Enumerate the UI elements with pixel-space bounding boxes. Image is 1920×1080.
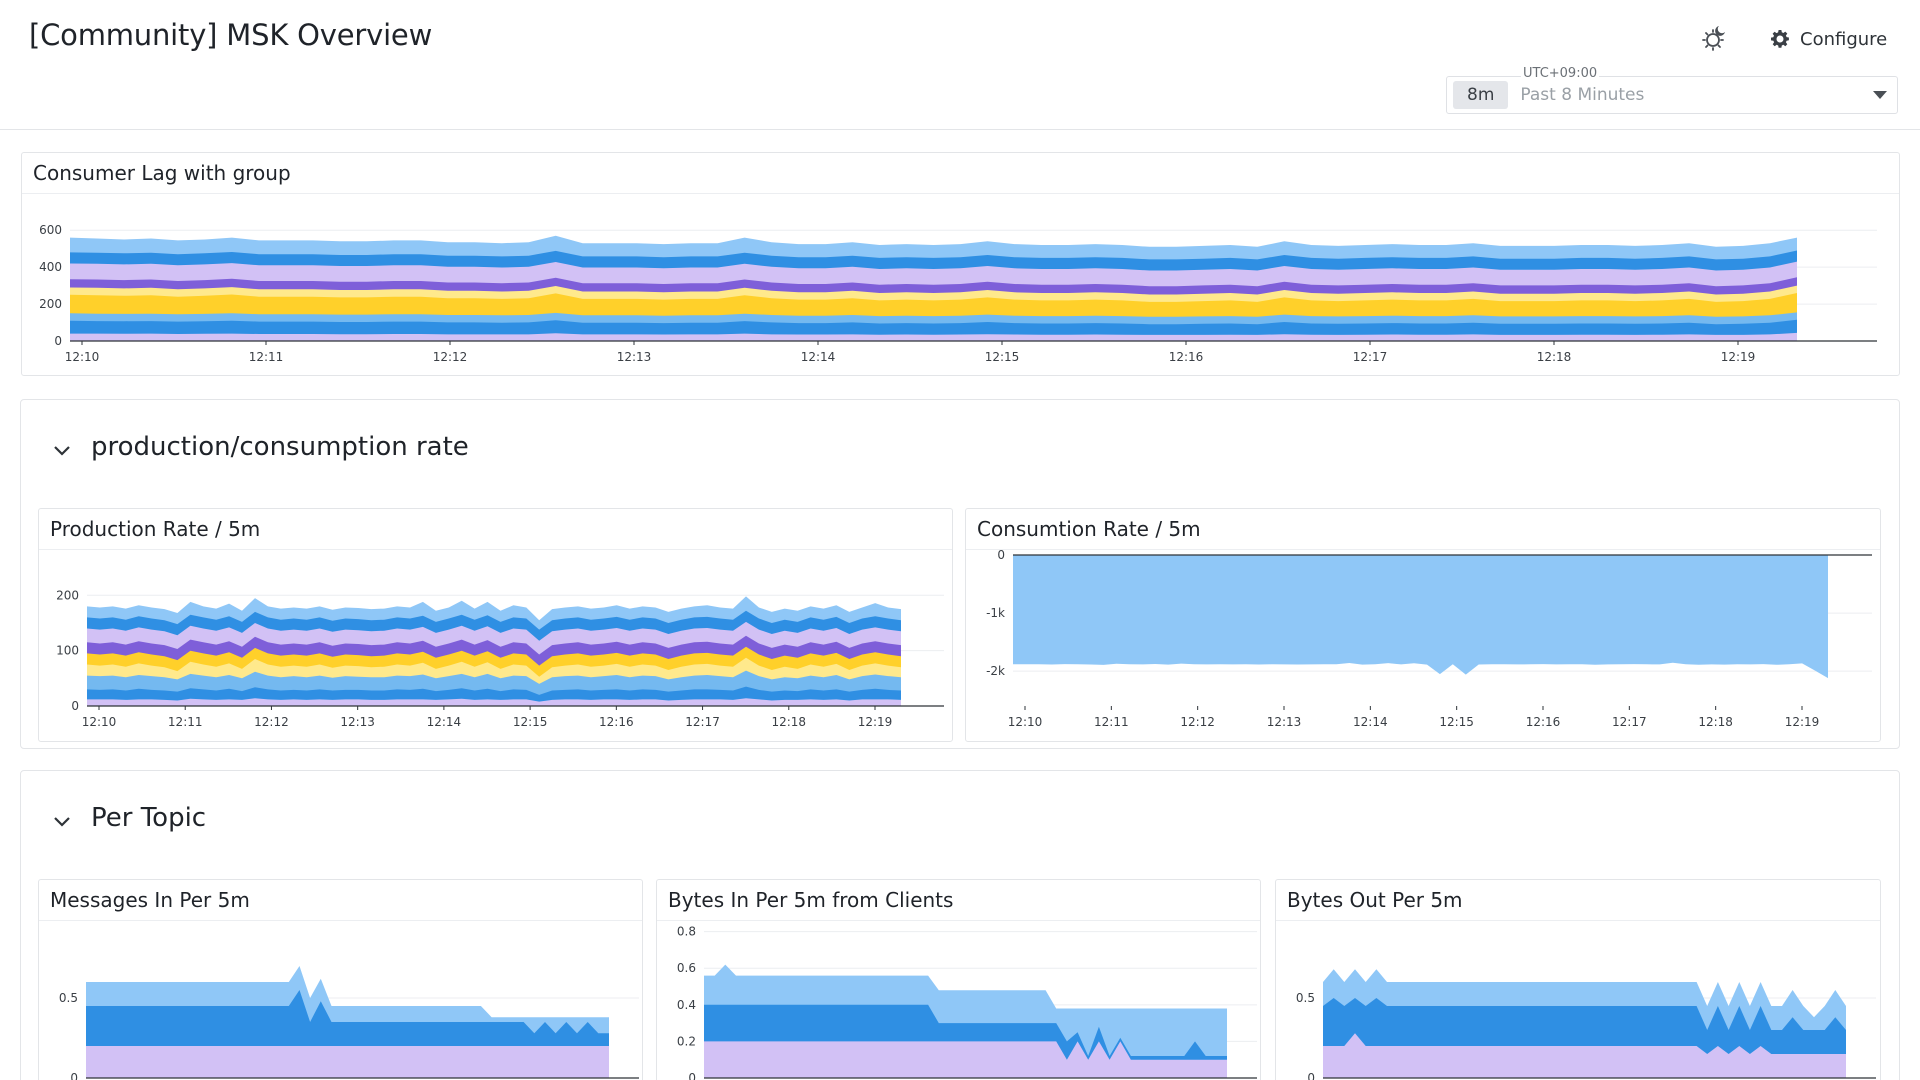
messages-in-chart: 00.5: [59, 966, 639, 1080]
consumption-rate-widget: Consumtion Rate / 5m 0 -1k -2k 12:10 12:11 12…: [965, 508, 1881, 742]
y-tick-label: 0: [70, 1071, 78, 1080]
x-tick-label: 12:16: [1169, 350, 1204, 364]
consumer-lag-widget: Consumer Lag with group 0 200 400 600 12:10 1…: [21, 152, 1900, 376]
x-tick-label: 12:11: [249, 350, 284, 364]
group-per-topic: Per Topic Messages In Per 5m 0 0.5 Bytes …: [20, 770, 1900, 1080]
y-tick-label: 0.2: [677, 1034, 696, 1048]
chevron-down-icon[interactable]: [51, 440, 73, 462]
dashboard-header: [Community] MSK Overview Configure 8m Pa…: [0, 0, 1920, 130]
x-tick-label: 12:16: [599, 715, 634, 729]
y-tick-label: 0.5: [59, 991, 78, 1005]
x-tick-label: 12:14: [427, 715, 462, 729]
x-tick-label: 12:10: [82, 715, 117, 729]
y-tick-label: 600: [39, 223, 62, 237]
y-tick-label: 100: [56, 644, 79, 658]
area-series-2: [86, 1046, 609, 1078]
x-tick-label: 12:16: [1526, 715, 1561, 729]
x-tick-label: 12:17: [1612, 715, 1647, 729]
configure-label: Configure: [1800, 28, 1888, 50]
consumption-rate-chart: 0 -1k -2k 12:10 12:11 12:12 12:13 12:14 12:15 12:…: [986, 548, 1872, 729]
area-series-2: [1323, 1033, 1846, 1078]
y-tick-label: -2k: [986, 664, 1005, 678]
x-tick-label: 12:14: [1353, 715, 1388, 729]
x-tick-label: 12:13: [617, 350, 652, 364]
y-tick-label: 0.8: [677, 925, 696, 939]
y-tick-label: 0.5: [1296, 991, 1315, 1005]
x-tick-label: 12:15: [513, 715, 548, 729]
y-tick-label: 0.4: [677, 998, 696, 1012]
bytes-out-widget: Bytes Out Per 5m 0 0.5: [1275, 879, 1881, 1080]
y-tick-label: 0: [54, 334, 62, 348]
x-tick-label: 12:19: [1785, 715, 1820, 729]
area-series-7: [1013, 555, 1828, 679]
x-tick-label: 12:18: [771, 715, 806, 729]
x-tick-label: 12:18: [1698, 715, 1733, 729]
y-tick-label: -1k: [986, 606, 1005, 620]
widget-title: Consumer Lag with group: [33, 161, 291, 185]
messages-in-widget: Messages In Per 5m 0 0.5: [38, 879, 643, 1080]
bytes-in-chart: 0 0.2 0.4 0.6 0.8: [677, 925, 1257, 1080]
area-series-8: [70, 332, 1797, 341]
x-tick-label: 12:12: [1180, 715, 1215, 729]
widget-title: Consumtion Rate / 5m: [977, 517, 1201, 541]
time-range-picker[interactable]: 8m Past 8 Minutes: [1446, 76, 1898, 114]
time-range-text: Past 8 Minutes: [1520, 85, 1645, 105]
theme-toggle-button[interactable]: [1696, 20, 1732, 56]
widget-title: Messages In Per 5m: [50, 888, 250, 912]
page-title: [Community] MSK Overview: [29, 18, 433, 52]
y-tick-label: 400: [39, 260, 62, 274]
y-tick-label: 200: [39, 297, 62, 311]
x-tick-label: 12:10: [1008, 715, 1043, 729]
duration-badge: 8m: [1453, 81, 1509, 109]
chevron-down-icon[interactable]: [51, 811, 73, 833]
widget-title: Bytes In Per 5m from Clients: [668, 888, 954, 912]
x-tick-label: 12:12: [433, 350, 468, 364]
y-tick-label: 0: [71, 699, 79, 713]
widget-title: Production Rate / 5m: [50, 517, 261, 541]
x-tick-label: 12:12: [254, 715, 289, 729]
x-tick-label: 12:15: [985, 350, 1020, 364]
widget-title: Bytes Out Per 5m: [1287, 888, 1463, 912]
y-tick-label: 0.6: [677, 961, 696, 975]
gear-icon: [1771, 30, 1789, 48]
production-rate-chart: 0 100 200 12:10 12:11 12:12 12:13 12:14 12:15 12:…: [56, 588, 944, 729]
x-tick-label: 12:17: [1353, 350, 1388, 364]
x-tick-label: 12:17: [685, 715, 720, 729]
x-tick-label: 12:19: [1721, 350, 1756, 364]
x-tick-label: 12:14: [801, 350, 836, 364]
production-rate-widget: Production Rate / 5m 0 100 200 12:10 12:11 12…: [38, 508, 953, 742]
y-tick-label: 0: [688, 1071, 696, 1080]
bytes-in-widget: Bytes In Per 5m from Clients 0 0.2 0.4 0.6 0…: [656, 879, 1261, 1080]
area-series-2: [704, 1041, 1227, 1078]
x-tick-label: 12:19: [858, 715, 893, 729]
configure-button[interactable]: Configure: [1770, 24, 1887, 54]
group-production-consumption: production/consumption rate Production R…: [20, 399, 1900, 749]
consumer-lag-chart: 0 200 400 600 12:10 12:11 12:12 12:13 12:14 12:15…: [39, 223, 1877, 364]
x-tick-label: 12:11: [168, 715, 203, 729]
x-tick-label: 12:18: [1537, 350, 1572, 364]
x-tick-label: 12:11: [1094, 715, 1129, 729]
area-series-8: [87, 698, 901, 706]
x-tick-label: 12:13: [340, 715, 375, 729]
y-tick-label: 200: [56, 588, 79, 602]
group-title: production/consumption rate: [91, 432, 469, 462]
chevron-down-icon: [1873, 91, 1887, 99]
y-tick-label: 0: [997, 548, 1005, 562]
y-tick-label: 0: [1307, 1071, 1315, 1080]
bytes-out-chart: 00.5: [1296, 969, 1876, 1080]
x-tick-label: 12:13: [1267, 715, 1302, 729]
timezone-label: UTC+09:00: [1521, 66, 1600, 81]
group-title: Per Topic: [91, 803, 207, 833]
x-tick-label: 12:10: [65, 350, 100, 364]
theme-toggle-icon: [1702, 26, 1725, 51]
x-tick-label: 12:15: [1439, 715, 1474, 729]
